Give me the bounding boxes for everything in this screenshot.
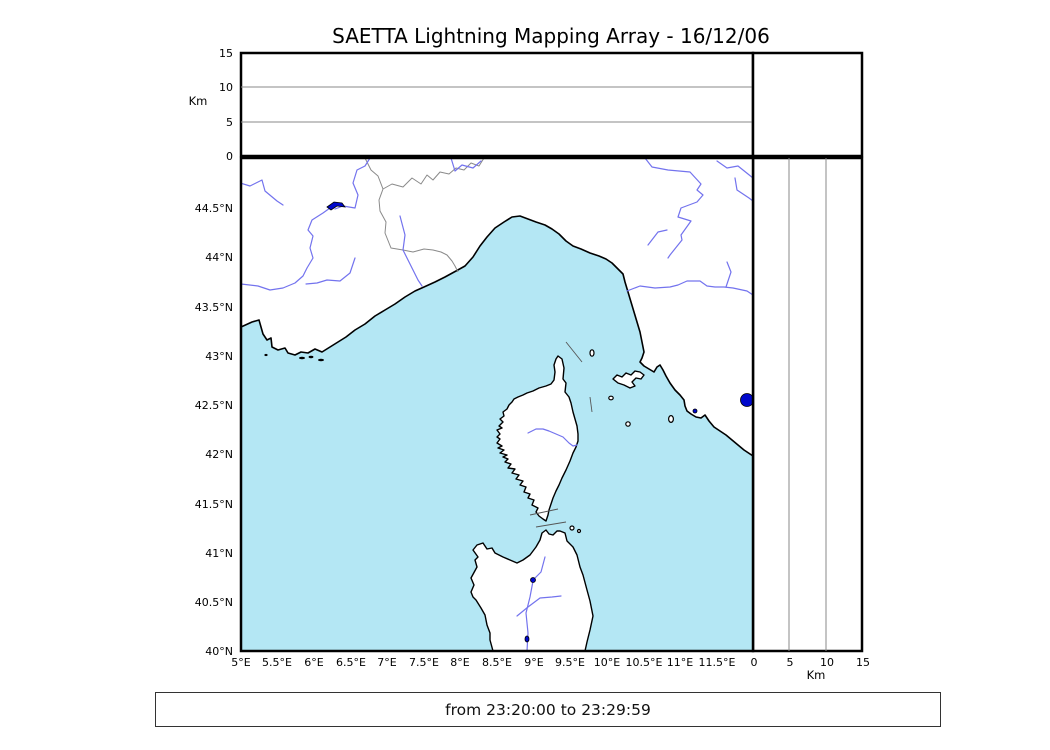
lon-tick-label: 6°E [304, 656, 323, 669]
lon-tick-label: 9°E [524, 656, 543, 669]
lon-tick-label: 10.5°E [626, 656, 663, 669]
lat-tick-label: 43.5°N [195, 301, 233, 314]
map-border [239, 156, 755, 653]
lon-tick-label: 5°E [231, 656, 250, 669]
lake-serre-poncon [326, 201, 346, 211]
lat-tick-label: 44°N [205, 251, 233, 264]
lat-tick-label: 43°N [205, 350, 233, 363]
lon-tick-label: 8.5°E [482, 656, 512, 669]
top-panel-unit-label: Km [189, 94, 208, 108]
lon-tick-label: 10°E [594, 656, 620, 669]
lon-tick-label: 11°E [667, 656, 693, 669]
country-borders [364, 158, 485, 273]
sardinia-lakes [524, 577, 536, 643]
right-panel-unit-label: Km [807, 668, 826, 682]
lake-bolsena [740, 393, 753, 407]
lon-tick-label: 5.5°E [262, 656, 292, 669]
top-tick-label: 5 [226, 116, 233, 129]
lat-tick-label: 40°N [205, 645, 233, 658]
right-tick-label: 5 [787, 656, 794, 669]
right-tick-label: 0 [751, 656, 758, 669]
lakes [326, 201, 753, 414]
elba-island [612, 370, 645, 389]
mainland-coastline [241, 215, 753, 457]
small-islands [264, 349, 674, 534]
top-tick-label: 10 [219, 81, 233, 94]
lat-tick-label: 42°N [205, 448, 233, 461]
corsica-island [496, 355, 579, 522]
lat-tick-label: 40.5°N [195, 596, 233, 609]
altitude-latitude-panel [751, 156, 864, 653]
time-range-box: from 23:20:00 to 23:29:59 [155, 692, 941, 727]
lon-tick-label: 8°E [450, 656, 469, 669]
lat-tick-label: 44.5°N [195, 202, 233, 215]
lon-tick-label: 7.5°E [409, 656, 439, 669]
top-tick-label: 15 [219, 47, 233, 60]
right-tick-label: 15 [856, 656, 870, 669]
right-tick-label: 10 [820, 656, 834, 669]
sardinia-island [470, 529, 594, 651]
corner-panel [751, 51, 864, 158]
river-golo [527, 428, 578, 447]
lon-tick-label: 6.5°E [336, 656, 366, 669]
map-panel [239, 156, 755, 653]
lat-tick-label: 41.5°N [195, 498, 233, 511]
sea [241, 216, 753, 651]
lagoon-orbetello [692, 408, 698, 414]
time-range-label: from 23:20:00 to 23:29:59 [445, 700, 651, 719]
top-tick-label: 0 [226, 150, 233, 163]
lat-tick-label: 42.5°N [195, 399, 233, 412]
strait-lines [529, 341, 593, 528]
lon-tick-label: 9.5°E [555, 656, 585, 669]
lat-tick-label: 41°N [205, 547, 233, 560]
lon-tick-label: 11.5°E [699, 656, 736, 669]
figure-title: SAETTA Lightning Mapping Array - 16/12/0… [332, 24, 770, 48]
altitude-longitude-panel [239, 51, 755, 158]
axis-labels: 15 10 5 0 Km 44.5°N 44°N 43.5°N 43°N 42.… [189, 47, 870, 682]
lon-tick-label: 7°E [377, 656, 396, 669]
